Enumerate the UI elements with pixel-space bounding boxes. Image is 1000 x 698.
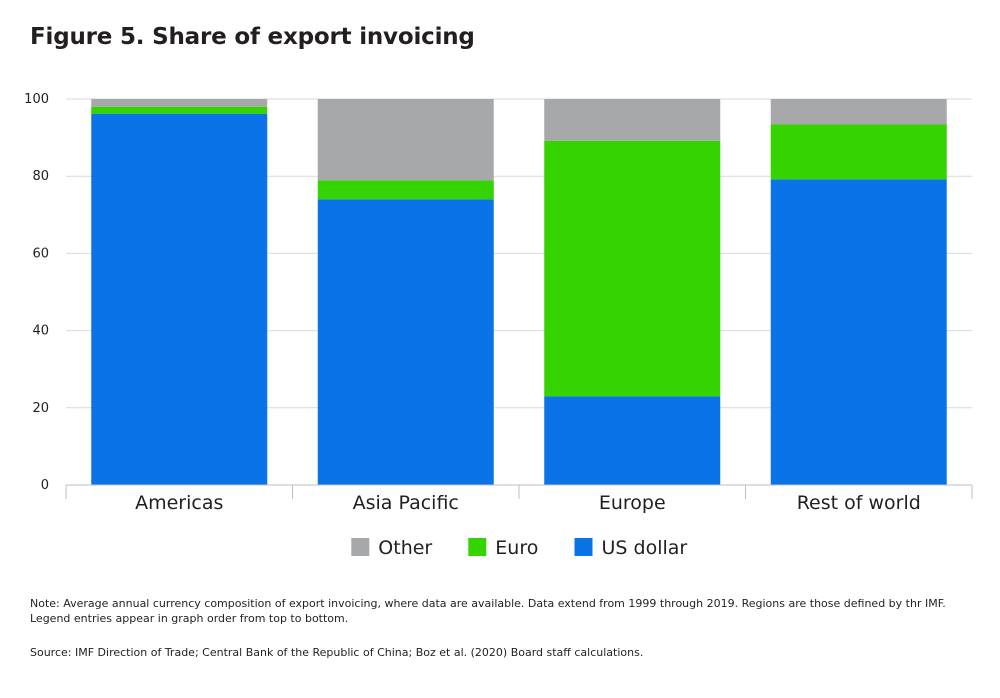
bar-segment-other xyxy=(770,99,947,125)
legend-swatch-us-dollar xyxy=(574,538,593,556)
y-tick-label: 80 xyxy=(32,169,49,184)
legend-label: Euro xyxy=(495,537,538,559)
bar-segment-euro xyxy=(770,124,947,180)
y-tick-label: 20 xyxy=(32,401,49,416)
x-category-label: Asia Pacific xyxy=(353,492,459,514)
bar-segment-us-dollar xyxy=(770,179,947,485)
bar-segment-other xyxy=(317,99,494,181)
y-tick-label: 40 xyxy=(32,324,49,339)
bar-segment-us-dollar xyxy=(91,113,268,485)
bar-segment-other xyxy=(91,99,268,107)
x-category-label: Americas xyxy=(135,492,223,514)
y-tick-label: 0 xyxy=(41,478,49,493)
bars xyxy=(91,99,947,486)
legend-swatch-other xyxy=(351,538,370,556)
chart-source: Source: IMF Direction of Trade; Central … xyxy=(30,646,644,659)
chart-title: Figure 5. Share of export invoicing xyxy=(30,24,475,50)
legend-swatch-euro xyxy=(468,538,487,556)
y-tick-label: 100 xyxy=(24,92,49,107)
bar-segment-us-dollar xyxy=(544,396,721,485)
axes: 0 20 40 60 80 100 Americas Asia Pacific Europe Re… xyxy=(24,92,973,514)
x-category-label: Rest of world xyxy=(797,492,921,514)
y-tick-label: 60 xyxy=(32,246,49,261)
bar-segment-euro xyxy=(317,180,494,200)
legend: Other Euro US dollar xyxy=(351,537,687,559)
bar-segment-us-dollar xyxy=(317,199,494,486)
legend-label: US dollar xyxy=(602,537,688,559)
bar-segment-euro xyxy=(544,140,721,397)
bar-segment-euro xyxy=(91,106,268,114)
chart-note: Note: Average annual currency compositio… xyxy=(30,597,946,625)
bar-segment-other xyxy=(544,99,721,141)
stacked-bar-chart: 0 20 40 60 80 100 Americas Asia Pacific Europe Re… xyxy=(24,92,973,559)
legend-label: Other xyxy=(378,537,432,559)
x-category-label: Europe xyxy=(599,492,666,514)
